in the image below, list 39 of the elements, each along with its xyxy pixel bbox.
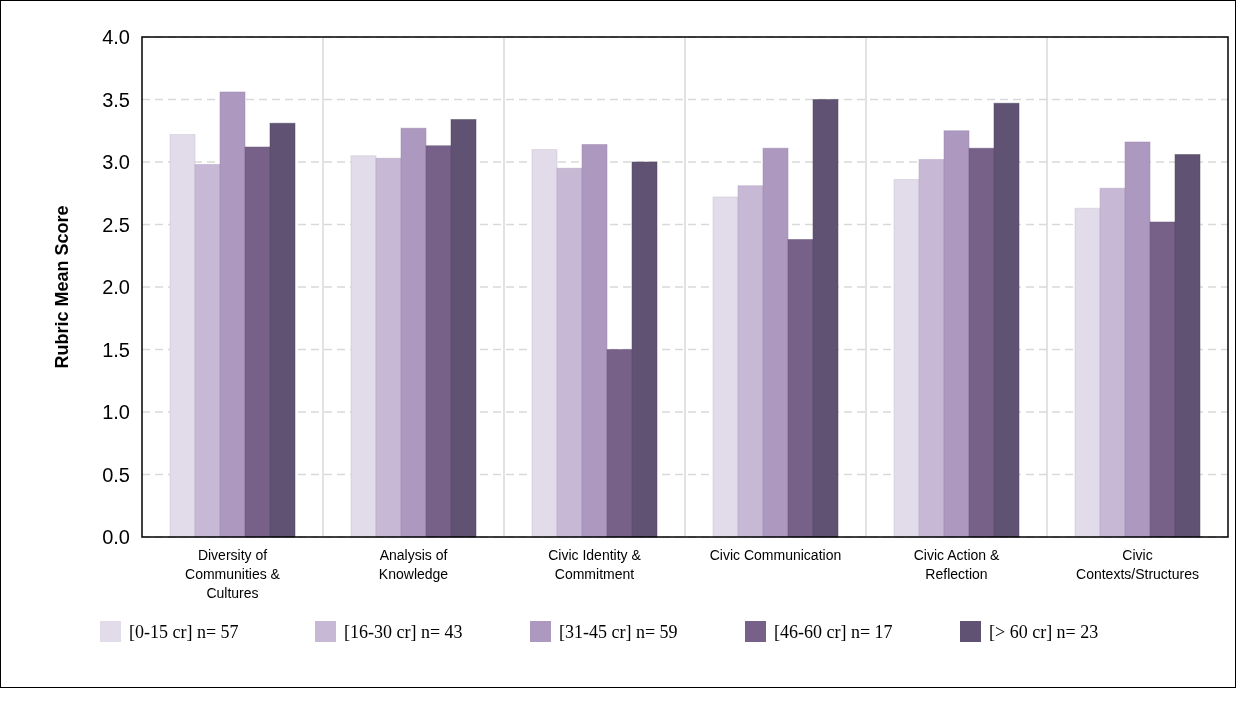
y-tick-label: 0.0 (102, 526, 130, 548)
y-tick-label: 2.0 (102, 276, 130, 298)
legend-label: [46-60 cr] n= 17 (774, 622, 893, 643)
bar (1074, 207, 1101, 538)
bar (712, 196, 739, 538)
y-tick-label: 3.5 (102, 88, 130, 111)
bar (1124, 141, 1151, 538)
y-tick-label: 4.0 (102, 26, 130, 48)
x-tick-label: Civic Contexts/Structures (1076, 547, 1199, 582)
bar (400, 127, 427, 538)
bar (531, 149, 558, 538)
y-tick-label: 1.0 (102, 401, 130, 423)
bar (194, 164, 221, 538)
y-tick-label: 2.5 (102, 213, 130, 236)
bar (350, 155, 377, 538)
bar (737, 185, 764, 538)
y-tick-label: 1.5 (102, 338, 130, 361)
bar (219, 91, 246, 538)
bar (943, 130, 970, 538)
x-tick-label: Analysis of Knowledge (378, 547, 449, 582)
x-tick-label: Civic Action & Reflection (913, 547, 1000, 582)
y-tick-label: 0.5 (102, 463, 130, 486)
legend-label: [0-15 cr] n= 57 (129, 622, 239, 643)
bar (581, 144, 608, 538)
legend-label: [16-30 cr] n= 43 (344, 622, 463, 643)
y-tick-label: 3.0 (102, 151, 130, 173)
bar (556, 167, 583, 538)
bar (1099, 187, 1126, 538)
bar (893, 179, 920, 538)
bar (169, 134, 196, 538)
x-tick-label: Diversity of Communities & Cultures (185, 547, 281, 601)
bar (375, 157, 402, 538)
legend-label: [31-45 cr] n= 59 (559, 622, 678, 643)
x-tick-label: Civic Communication (709, 547, 842, 563)
legend-label: [> 60 cr] n= 23 (989, 622, 1099, 643)
bar (918, 159, 945, 538)
x-tick-label: Civic Identity & Commitment (548, 547, 642, 582)
y-axis-title: Rubric Mean Score (52, 205, 72, 369)
bar (762, 147, 789, 538)
